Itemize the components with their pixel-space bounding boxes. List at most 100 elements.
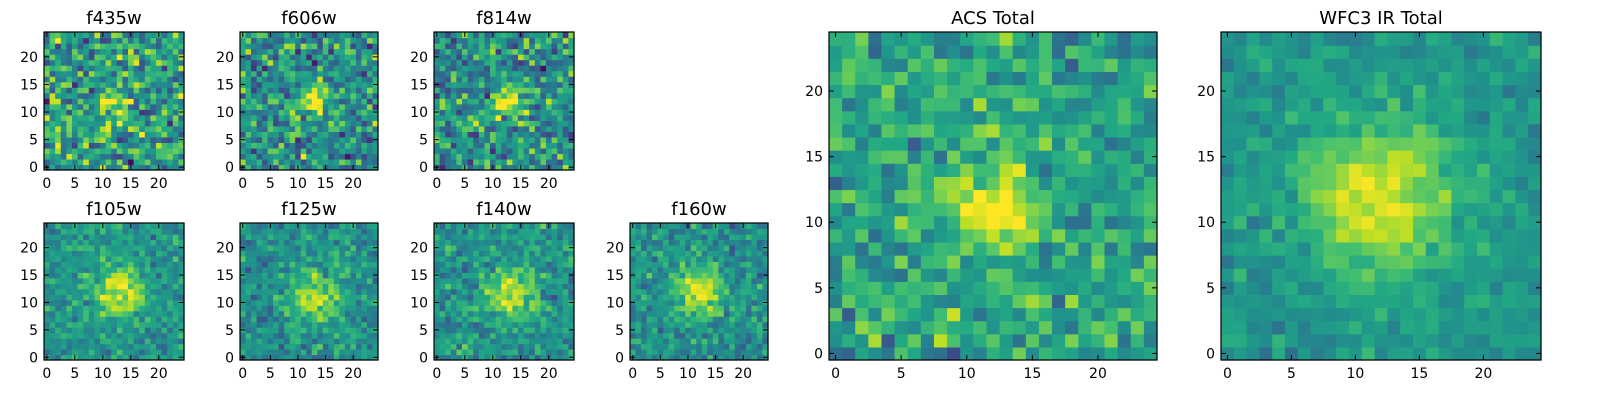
heatmap-cell — [94, 81, 101, 88]
heatmap-cell — [262, 255, 269, 262]
heatmap-cell — [167, 37, 174, 44]
heatmap-cell — [657, 266, 664, 273]
heatmap-cell — [529, 37, 536, 44]
heatmap-cell — [450, 81, 457, 88]
heatmap-cell — [128, 332, 135, 339]
heatmap-cell — [88, 164, 95, 171]
heatmap-cell — [751, 233, 758, 241]
heatmap-cell — [167, 327, 174, 334]
heatmap-cell — [94, 299, 101, 306]
heatmap-cell — [295, 233, 302, 241]
heatmap-cell — [328, 109, 335, 116]
heatmap-cell — [77, 239, 84, 246]
heatmap-cell — [262, 76, 269, 83]
heatmap-cell — [83, 153, 90, 160]
heatmap-cell — [172, 103, 179, 110]
heatmap-cell — [361, 250, 368, 257]
heatmap-cell — [529, 76, 536, 83]
heatmap-cell — [551, 125, 558, 132]
heatmap-cell — [251, 43, 258, 50]
heatmap-cell — [534, 305, 541, 312]
heatmap-cell — [450, 92, 457, 99]
heatmap-cell — [273, 288, 280, 295]
heatmap-cell — [72, 343, 79, 350]
heatmap-cell — [273, 125, 280, 132]
heatmap-cell — [317, 250, 324, 257]
heatmap-cell — [518, 37, 525, 44]
heatmap-cell — [289, 70, 296, 77]
heatmap-cell — [328, 131, 335, 138]
heatmap-cell — [450, 147, 457, 155]
heatmap-cell — [111, 277, 118, 284]
heatmap-cell — [144, 288, 151, 295]
heatmap-cell — [506, 277, 513, 284]
heatmap-cell — [133, 147, 140, 155]
heatmap-cell — [284, 332, 291, 339]
heatmap-cell — [116, 131, 123, 138]
heatmap-cell — [167, 109, 174, 116]
heatmap-cell — [161, 158, 168, 166]
heatmap-cell — [495, 32, 502, 39]
heatmap-cell — [251, 316, 258, 323]
heatmap-cell — [105, 114, 112, 121]
heatmap-cell — [1143, 346, 1158, 361]
heatmap-cell — [178, 343, 185, 350]
heatmap-cell — [551, 103, 558, 110]
heatmap-cell — [1065, 228, 1079, 243]
heatmap-cell — [178, 338, 185, 345]
heatmap-cell — [105, 43, 112, 50]
heatmap-cell — [245, 338, 252, 345]
heatmap-cell — [178, 43, 185, 50]
heatmap-cell — [445, 255, 452, 262]
heatmap-cell — [284, 316, 291, 323]
heatmap-cell — [333, 125, 340, 132]
heatmap-cell — [685, 310, 692, 317]
heatmap-cell — [55, 37, 62, 44]
heatmap-cell — [663, 349, 670, 356]
heatmap-cell — [167, 354, 174, 361]
heatmap-cell — [300, 332, 307, 339]
heatmap-cell — [161, 32, 168, 39]
heatmap-cell — [66, 255, 73, 262]
heatmap-cell — [439, 310, 446, 317]
heatmap-cell — [66, 131, 73, 138]
heatmap-cell — [1012, 333, 1027, 348]
heatmap-cell — [267, 114, 274, 121]
heatmap-cell — [723, 327, 730, 334]
heatmap-cell — [473, 239, 480, 246]
heatmap-cell — [178, 103, 185, 110]
heatmap-cell — [122, 54, 129, 61]
heatmap-cell — [55, 250, 62, 257]
heatmap-cell — [729, 261, 736, 268]
heatmap-cell — [361, 109, 368, 116]
heatmap-cell — [150, 261, 157, 268]
heatmap-cell — [534, 147, 541, 155]
heatmap-cell — [467, 76, 474, 83]
heatmap-cell — [529, 327, 536, 334]
heatmap-cell — [111, 338, 118, 345]
heatmap-cell — [501, 92, 508, 99]
heatmap-cell — [167, 233, 174, 241]
heatmap-cell — [245, 294, 252, 301]
heatmap-cell — [546, 316, 553, 323]
heatmap-cell — [1065, 268, 1079, 282]
heatmap-cell — [512, 76, 519, 83]
heatmap-cell — [60, 277, 67, 284]
heatmap-cell — [60, 327, 67, 334]
heatmap-cell — [144, 76, 151, 83]
heatmap-cell — [439, 250, 446, 257]
heatmap-cell — [262, 37, 269, 44]
heatmap-cell — [284, 233, 291, 241]
heatmap-cell — [361, 327, 368, 334]
heatmap-cell — [894, 307, 909, 322]
heatmap-cell — [105, 81, 112, 88]
heatmap-cell — [317, 310, 324, 317]
heatmap-cell — [116, 327, 123, 334]
heatmap-cell — [1104, 241, 1119, 256]
heatmap-cell — [756, 239, 764, 246]
heatmap-cell — [256, 250, 263, 257]
heatmap-cell — [139, 228, 146, 235]
heatmap-cell — [723, 239, 730, 246]
heatmap-cell — [178, 131, 185, 138]
heatmap-cell — [512, 277, 519, 284]
